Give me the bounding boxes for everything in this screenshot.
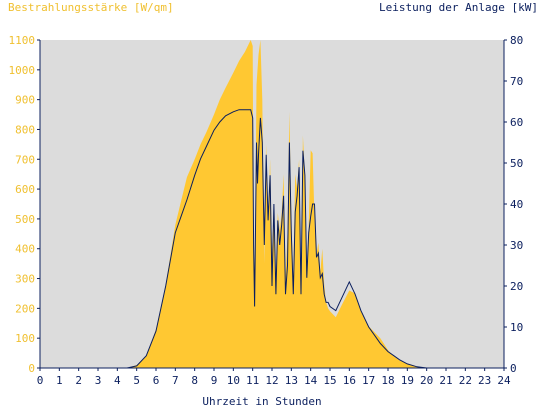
left-tick-label: 800 xyxy=(15,123,35,136)
x-tick-label: 15 xyxy=(323,374,336,387)
x-tick-label: 3 xyxy=(95,374,102,387)
left-tick-label: 1100 xyxy=(9,34,36,47)
right-tick-label: 30 xyxy=(510,239,523,252)
right-tick-label: 20 xyxy=(510,280,523,293)
x-tick-label: 8 xyxy=(191,374,198,387)
x-tick-label: 13 xyxy=(285,374,298,387)
x-tick-label: 5 xyxy=(133,374,140,387)
x-tick-label: 21 xyxy=(439,374,452,387)
left-tick-label: 200 xyxy=(15,302,35,315)
right-tick-label: 60 xyxy=(510,116,523,129)
x-tick-label: 17 xyxy=(362,374,375,387)
x-tick-label: 10 xyxy=(227,374,240,387)
right-tick-label: 40 xyxy=(510,198,523,211)
right-tick-label: 10 xyxy=(510,321,523,334)
left-tick-label: 0 xyxy=(28,362,35,375)
x-axis-title: Uhrzeit in Stunden xyxy=(202,395,321,408)
left-tick-label: 600 xyxy=(15,183,35,196)
left-tick-label: 900 xyxy=(15,94,35,107)
x-tick-label: 22 xyxy=(459,374,472,387)
x-tick-label: 4 xyxy=(114,374,121,387)
right-axis-title: Leistung der Anlage [kW] xyxy=(379,1,538,14)
x-tick-label: 20 xyxy=(420,374,433,387)
x-tick-label: 24 xyxy=(497,374,511,387)
x-tick-label: 14 xyxy=(304,374,318,387)
right-tick-label: 0 xyxy=(510,362,517,375)
x-tick-label: 23 xyxy=(478,374,491,387)
x-tick-label: 16 xyxy=(343,374,356,387)
x-tick-labels: 0 1 2 3 4 5 6 7 8 9 10 11 12 13 14 15 16 17 18 19 20 21 22 23 24 xyxy=(37,368,511,387)
x-tick-label: 6 xyxy=(153,374,160,387)
left-tick-label: 700 xyxy=(15,153,35,166)
left-tick-label: 500 xyxy=(15,213,35,226)
right-tick-labels: 0 10 20 30 40 50 60 70 80 xyxy=(504,34,523,375)
x-tick-label: 12 xyxy=(265,374,278,387)
power-line xyxy=(40,109,504,369)
left-tick-labels: 0 100 200 300 400 500 600 700 800 900 1000 1100 xyxy=(9,34,40,375)
x-tick-label: 19 xyxy=(401,374,414,387)
right-tick-label: 80 xyxy=(510,34,523,47)
left-tick-label: 100 xyxy=(15,332,35,345)
x-tick-label: 2 xyxy=(75,374,82,387)
left-tick-label: 400 xyxy=(15,243,35,256)
left-tick-label: 1000 xyxy=(9,64,36,77)
x-tick-label: 1 xyxy=(56,374,63,387)
x-tick-label: 11 xyxy=(246,374,259,387)
left-axis-title: Bestrahlungsstärke [W/qm] xyxy=(8,1,174,14)
right-tick-label: 50 xyxy=(510,157,523,170)
irradiance-area xyxy=(40,40,504,368)
left-tick-label: 300 xyxy=(15,273,35,286)
x-tick-label: 9 xyxy=(211,374,218,387)
right-tick-label: 70 xyxy=(510,75,523,88)
x-tick-label: 7 xyxy=(172,374,179,387)
x-tick-label: 0 xyxy=(37,374,44,387)
x-tick-label: 18 xyxy=(381,374,394,387)
